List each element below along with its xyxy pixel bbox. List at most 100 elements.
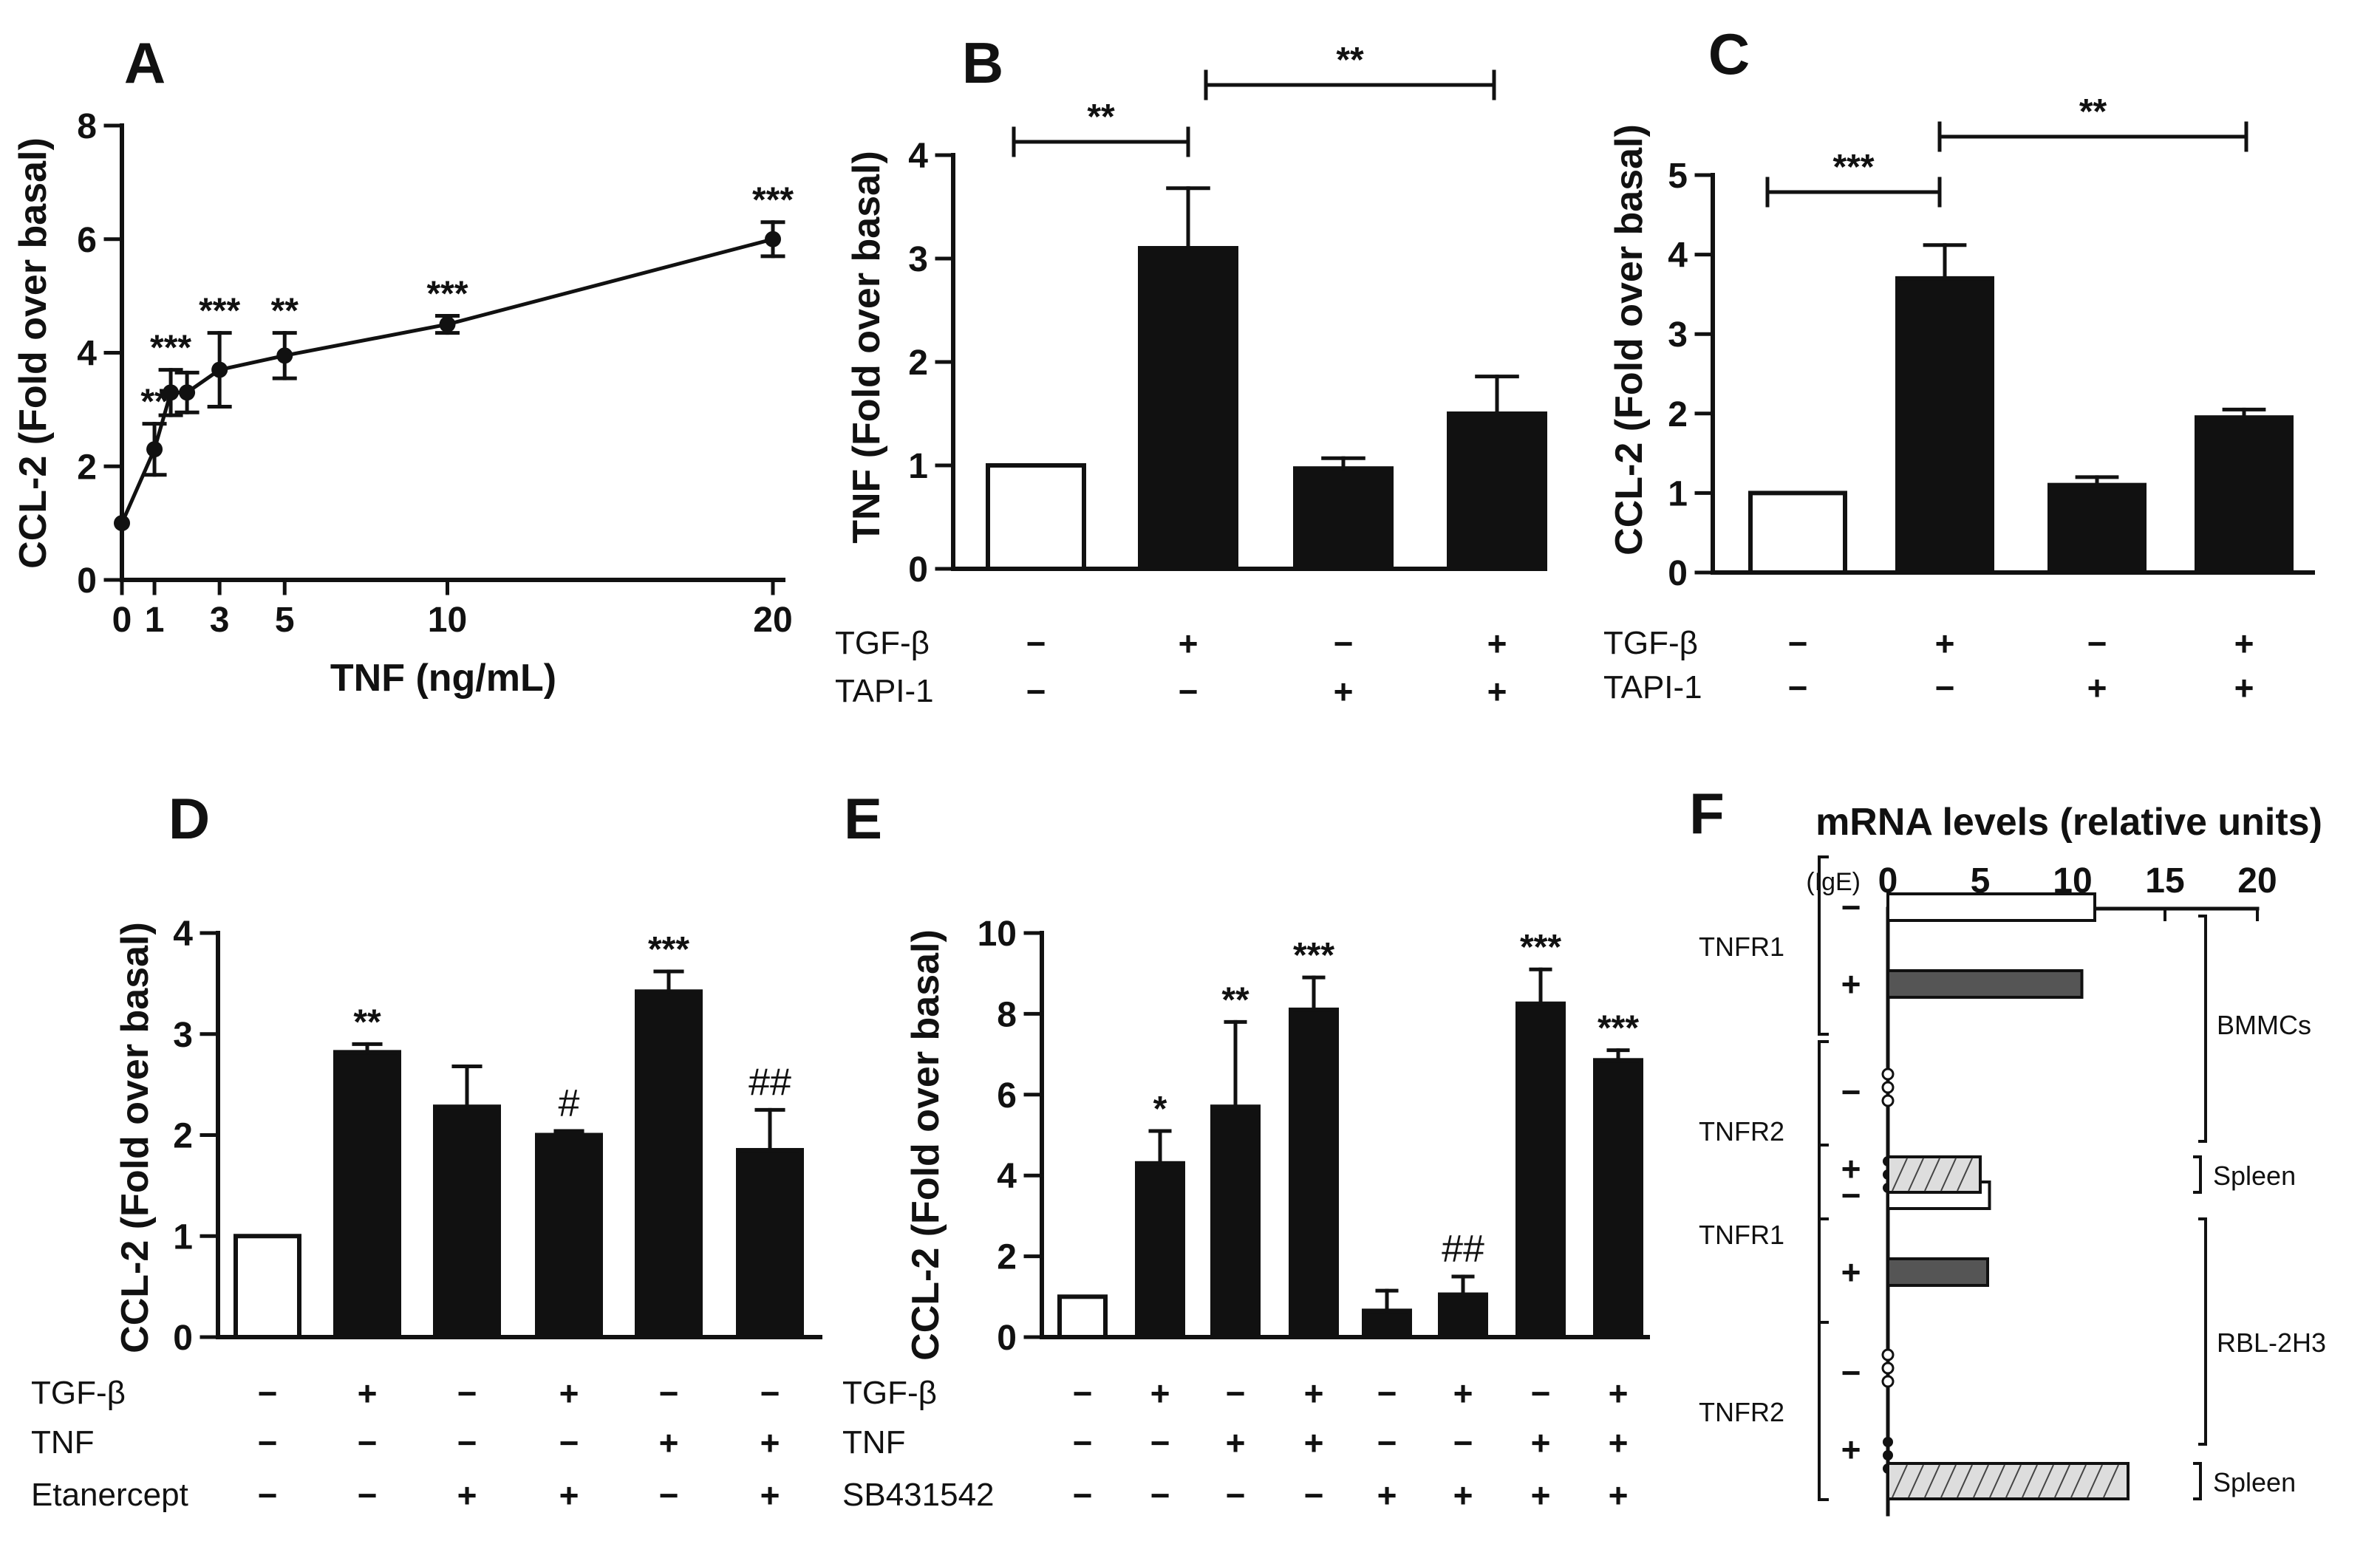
panel-f-spleen-hatch-2 (2038, 1464, 2054, 1498)
panel-f-x-tick-label: 20 (2237, 861, 2277, 901)
panel-e-bar-8 (1593, 1058, 1643, 1340)
panel-f-spleen-hatch-1 (1957, 1158, 1973, 1192)
panel-d-y-tick-label: 3 (173, 1016, 193, 1055)
panel-f-spleen-label-1: Spleen (2213, 1161, 2296, 1191)
panel-a-y-tick-label: 0 (77, 561, 97, 601)
panel-c-sign-2-3: + (2087, 669, 2107, 707)
panel-f-x-tick-label: 15 (2145, 861, 2184, 901)
panel-f-receptor-label-3: TNFR1 (1699, 1220, 1784, 1250)
panel-c-condition-label-1: TGF-β (1603, 625, 1698, 661)
panel-f-spleen-hatch-2 (1989, 1464, 2005, 1498)
panel-d-sign-2-6: + (760, 1424, 780, 1462)
panel-e-y-tick-label: 0 (997, 1319, 1017, 1358)
panel-c-bar-4 (2195, 415, 2294, 575)
panel-b-sign-1-1: − (1026, 624, 1046, 663)
panel-f-sign-plus-4: + (1841, 1430, 1861, 1469)
panel-e-y-tick-label: 10 (978, 915, 1017, 954)
panel-c-sign-1-3: − (2087, 624, 2107, 663)
panel-c-sign-1-1: − (1788, 624, 1808, 663)
panel-d-y-tick-label: 0 (173, 1319, 193, 1358)
panel-e-sign-1-2: + (1150, 1374, 1170, 1412)
panel-c-y-tick-label: 3 (1668, 315, 1688, 355)
panel-e-sign-2-1: − (1073, 1424, 1093, 1462)
panel-d-bar-3 (433, 1104, 501, 1339)
panel-b-y-tick-label: 3 (908, 240, 928, 279)
panel-a-series-line (120, 237, 774, 525)
panel-d-condition-label-1: TGF-β (31, 1375, 126, 1411)
panel-f-bar-plus-1 (1886, 969, 2084, 999)
panel-f-spleen-hatch-1 (1940, 1158, 1957, 1192)
panel-a-point-3 (163, 384, 180, 401)
panel-e-sign-3-4: − (1304, 1476, 1324, 1514)
panel-f-spleen-hatch-2 (2103, 1464, 2119, 1498)
panel-e-y-tick-label: 2 (997, 1238, 1017, 1277)
panel-a-point-1 (114, 515, 130, 532)
panel-f-sign-minus-4: − (1841, 1353, 1861, 1392)
panel-b-sign-2-3: + (1334, 672, 1354, 711)
panel-b-y-tick-label: 2 (908, 344, 928, 383)
panel-b-sign-1-3: − (1334, 624, 1354, 663)
panel-d-sig-label-5: *** (648, 930, 689, 969)
panel-a-y-tick-label: 8 (77, 107, 97, 146)
panel-b-bracket-1-label: ** (1087, 98, 1115, 137)
panel-f-sign-plus-1: + (1841, 965, 1861, 1003)
panel-a-point-7 (439, 316, 456, 333)
panel-b-bar-2 (1138, 246, 1238, 571)
panel-c-condition-label-2: TAPI-1 (1603, 669, 1702, 705)
panel-f-dot-minus-2-0 (1881, 1067, 1895, 1081)
panel-f-spleen-hatch-1 (1892, 1158, 1908, 1192)
panel-d-sign-3-3: + (457, 1476, 477, 1514)
panel-e-sign-3-6: + (1453, 1476, 1473, 1514)
panel-e-sign-2-7: + (1531, 1424, 1551, 1462)
panel-b-condition-label-2: TAPI-1 (835, 673, 934, 709)
panel-b-sign-1-2: + (1179, 624, 1198, 663)
panel-d-bar-2 (333, 1050, 401, 1339)
panel-e-sign-3-3: − (1226, 1476, 1246, 1514)
panel-c-y-tick-label: 5 (1668, 157, 1688, 196)
panel-c-sign-2-2: − (1935, 669, 1955, 707)
panel-f-dot-minus-4-2 (1881, 1375, 1895, 1388)
panel-d-sign-2-4: − (559, 1424, 579, 1462)
panel-e-bar-1 (1057, 1294, 1108, 1340)
panel-a-point-4 (179, 384, 196, 401)
panel-c-bar-2 (1895, 276, 1994, 575)
panel-e-sig-label-6: ## (1442, 1228, 1484, 1271)
panel-d-sign-2-3: − (457, 1424, 477, 1462)
panel-d-sign-3-5: − (659, 1476, 679, 1514)
panel-b-sign-1-4: + (1487, 624, 1507, 663)
panel-e-bar-7 (1515, 1001, 1566, 1339)
panel-f-sign-minus-2: − (1841, 1073, 1861, 1111)
panel-c-bracket-2-label: ** (2079, 92, 2107, 131)
panel-b-y-tick-label: 1 (908, 447, 928, 486)
panel-d-sign-2-2: − (358, 1424, 378, 1462)
panel-e-y-axis-title: CCL-2 (Fold over basal) (904, 929, 947, 1361)
panel-f-receptor-label-2: TNFR2 (1699, 1116, 1784, 1147)
panel-c-label: C (1708, 21, 1750, 86)
panel-d-sign-3-1: − (258, 1476, 278, 1514)
panel-c-sign-1-4: + (2234, 624, 2254, 663)
panel-f-dot-minus-2-1 (1881, 1081, 1895, 1094)
panel-d-y-tick-label: 2 (173, 1117, 193, 1156)
panel-d-sig-label-2: ** (353, 1002, 381, 1042)
panel-f-group-bracket-1 (1818, 855, 1829, 1036)
panel-d-bar-1 (233, 1234, 301, 1339)
panel-d-condition-label-3: Etanercept (31, 1477, 188, 1513)
panel-b-y-tick-label: 4 (908, 137, 928, 176)
panel-e-sign-2-2: − (1150, 1424, 1170, 1462)
panel-a-x-tick-label: 10 (428, 601, 467, 640)
panel-f-spleen-label-2: Spleen (2213, 1467, 2296, 1497)
panel-e-bar-2 (1135, 1161, 1185, 1340)
panel-e-sig-label-8: *** (1598, 1009, 1639, 1048)
panel-c-y-tick-label: 1 (1668, 474, 1688, 513)
panel-e-sign-2-5: − (1377, 1424, 1397, 1462)
panel-c-sign-1-2: + (1935, 624, 1955, 663)
panel-d-sign-2-5: + (659, 1424, 679, 1462)
panel-f-receptor-label-1: TNFR1 (1699, 932, 1784, 962)
panel-f-ige-label: (IgE) (1806, 868, 1861, 896)
panel-f-bar-minus-1 (1886, 892, 2096, 922)
panel-d-sign-3-2: − (358, 1476, 378, 1514)
panel-d-y-axis-title: CCL-2 (Fold over basal) (114, 922, 157, 1353)
panel-f-bmmcs-label: BMMCs (2217, 1010, 2311, 1040)
panel-f-label: F (1689, 781, 1725, 846)
